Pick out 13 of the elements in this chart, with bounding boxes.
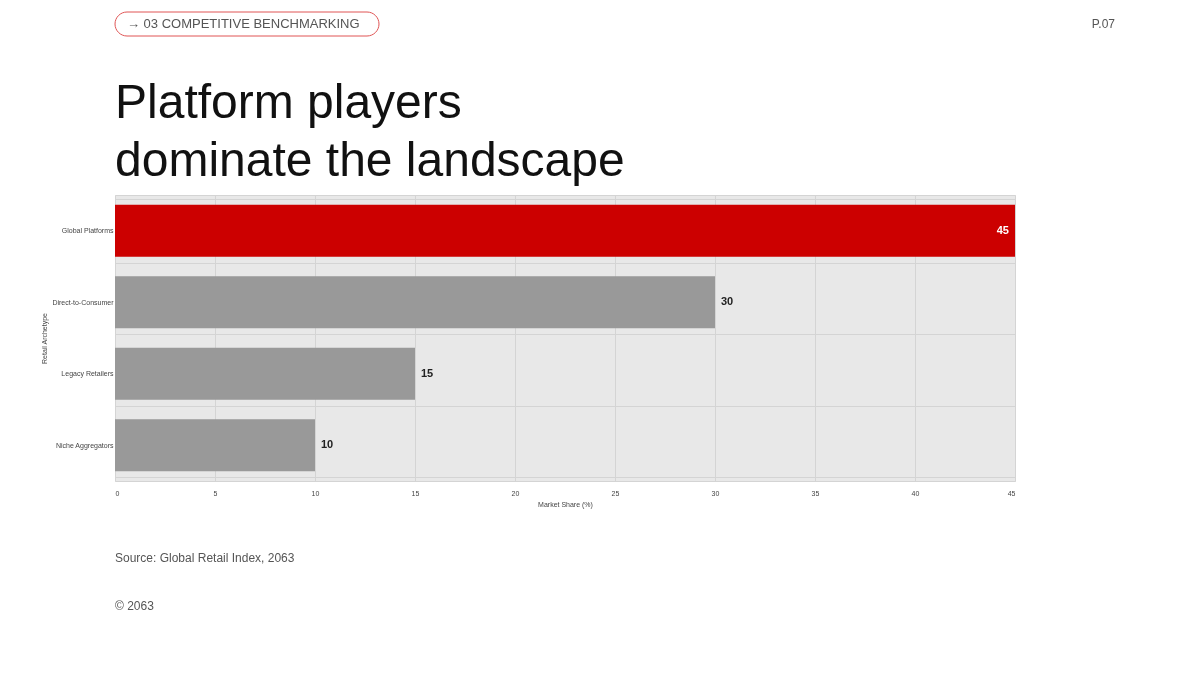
source-note: Source: Global Retail Index, 2063 xyxy=(115,551,295,565)
data-label: 45 xyxy=(996,223,1009,236)
chart-title: Platform players dominate the landscape xyxy=(115,75,625,186)
text: P.07 xyxy=(1091,17,1116,31)
bar xyxy=(115,276,715,329)
text: → 03 COMPETITIVE BENCHMARKING xyxy=(127,16,360,31)
bar xyxy=(115,419,315,472)
data-label: 15 xyxy=(421,366,434,379)
bar xyxy=(115,347,415,400)
bar xyxy=(115,204,1015,257)
text: © 2063 xyxy=(115,599,155,613)
data-label: 30 xyxy=(721,295,734,308)
data-label: 10 xyxy=(321,438,334,451)
